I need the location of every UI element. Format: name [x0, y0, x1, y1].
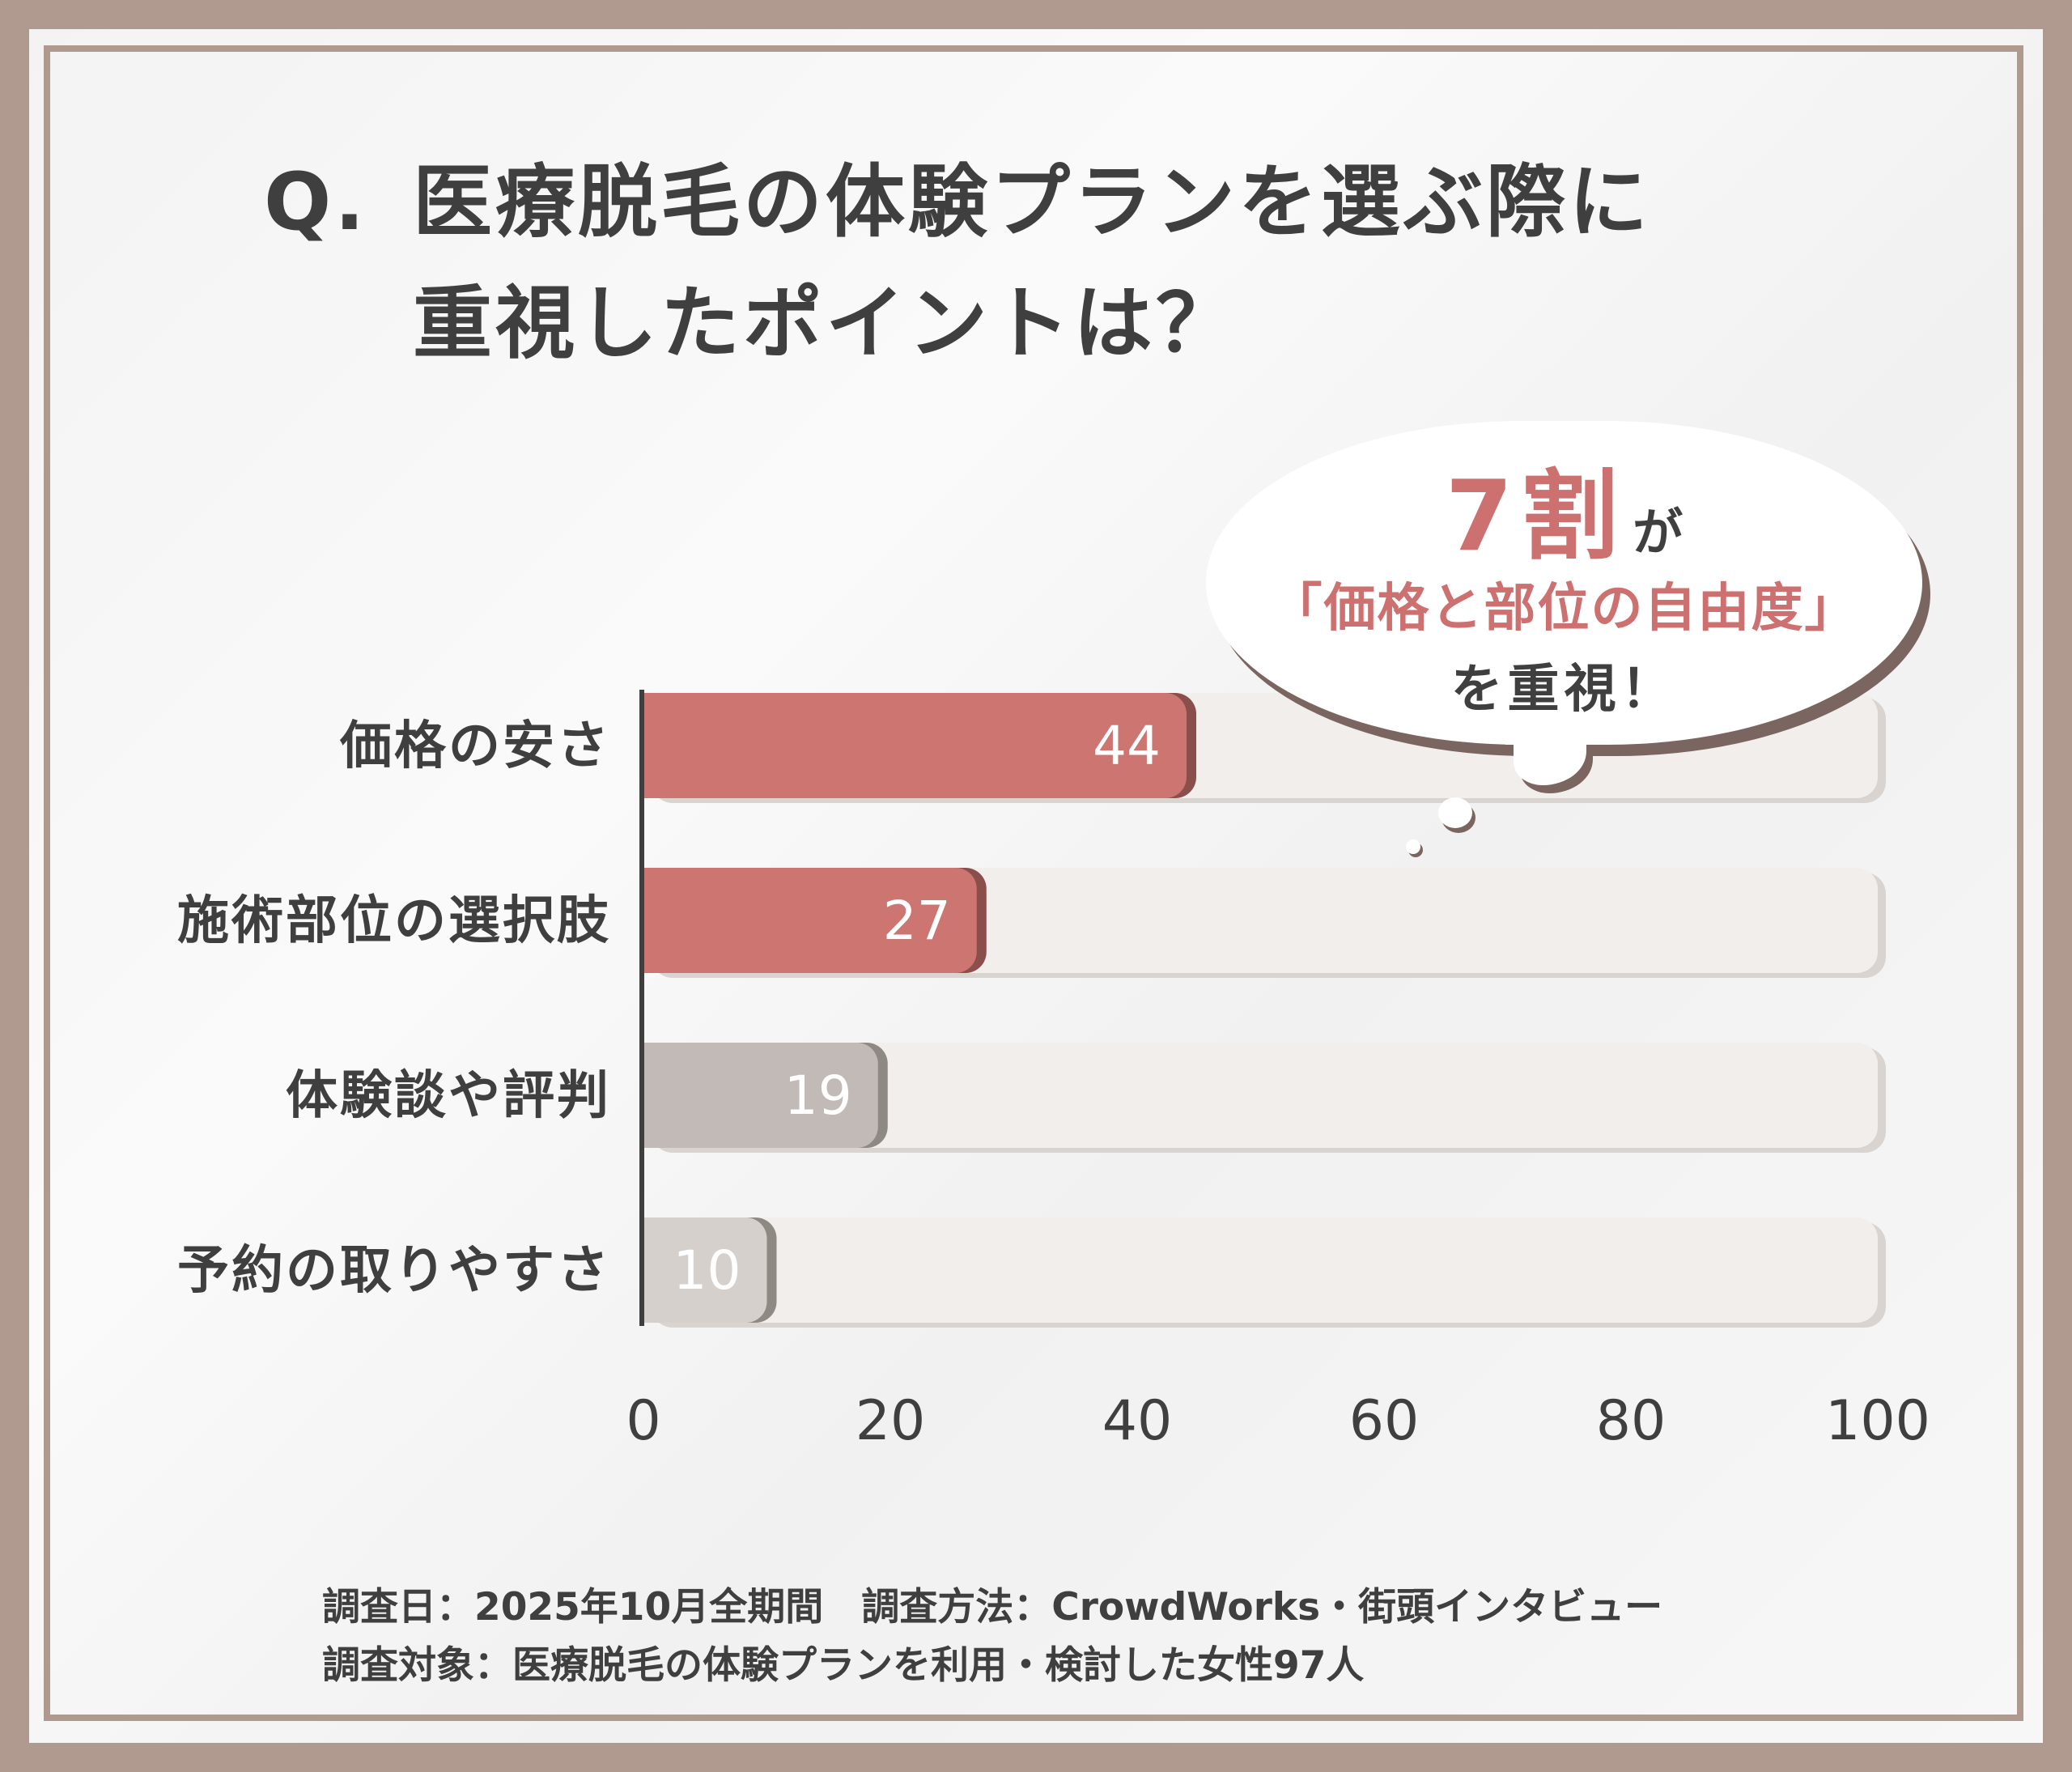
category-label: 予約の取りやすさ	[177, 1241, 611, 1301]
thought-dot-large	[1438, 797, 1472, 828]
callout-tail-text: を重視！	[1450, 660, 1678, 720]
category-label: 価格の安さ	[339, 716, 611, 776]
thought-dot-small	[1406, 839, 1420, 854]
data-label: 27	[883, 890, 951, 952]
survey-notes: 調査日：2025年10月全期間 調査方法：CrowdWorks・街頭インタビュー…	[322, 1579, 1662, 1695]
x-tick-label: 80	[1596, 1389, 1667, 1453]
card-frame	[44, 45, 2023, 1721]
question-mark: Q.	[264, 156, 368, 249]
callout-headline: 7割が	[1206, 437, 1922, 578]
bar	[643, 693, 1187, 798]
speech-bubble	[1206, 421, 1922, 745]
x-tick-label: 0	[626, 1389, 660, 1453]
y-axis-line	[639, 690, 644, 1326]
bar	[643, 1043, 878, 1148]
bar-left-edge	[643, 1043, 668, 1148]
title-line-1: 医療脱毛の体験プランを選ぶ際に	[413, 156, 1652, 249]
x-tick-label: 20	[856, 1389, 926, 1453]
data-label: 10	[673, 1239, 741, 1302]
category-label: 体験談や評判	[286, 1066, 611, 1126]
bar-left-edge	[643, 693, 668, 798]
bar-left-edge	[643, 1217, 668, 1323]
callout-big-number: 7割	[1445, 461, 1627, 573]
x-tick-label: 60	[1349, 1389, 1420, 1453]
callout-highlight: 「価格と部位の自由度」	[1270, 579, 1858, 639]
bar-track	[643, 1043, 1878, 1148]
survey-note-line-2: 調査対象：医療脱毛の体験プランを利用・検討した女性97人	[322, 1643, 1365, 1688]
bar	[643, 1217, 767, 1323]
survey-note-line-1: 調査日：2025年10月全期間 調査方法：CrowdWorks・街頭インタビュー	[322, 1585, 1663, 1630]
bar-track	[643, 1217, 1878, 1323]
title-line-2: 重視したポイントは？	[413, 278, 1239, 370]
data-label: 19	[784, 1064, 852, 1127]
bar-left-edge	[643, 868, 668, 973]
bar	[643, 868, 977, 973]
category-label: 施術部位の選択肢	[177, 891, 611, 951]
x-tick-label: 100	[1825, 1389, 1930, 1453]
speech-bubble-tail-joint	[1505, 712, 1603, 745]
data-label: 44	[1093, 715, 1161, 777]
x-tick-label: 40	[1102, 1389, 1173, 1453]
callout-particle: が	[1633, 503, 1684, 562]
